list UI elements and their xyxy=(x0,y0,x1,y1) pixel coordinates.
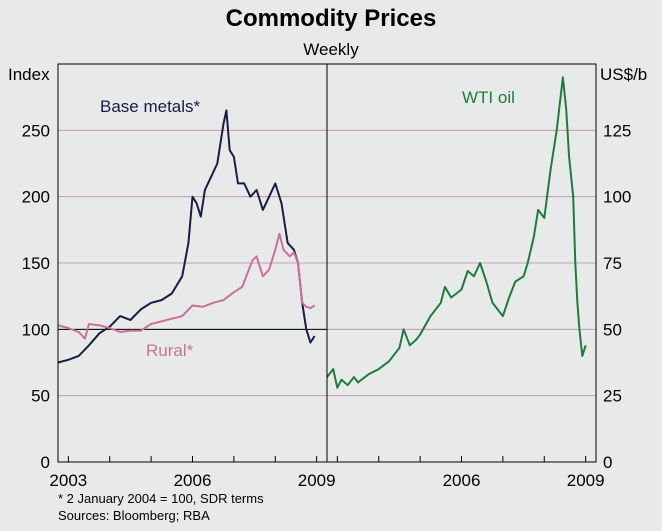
rural-series-line xyxy=(57,232,316,340)
right-y-tick-label: 50 xyxy=(603,320,622,339)
footnote-definition: * 2 January 2004 = 100, SDR terms xyxy=(58,491,264,506)
left-axis-unit-label: Index xyxy=(8,65,50,84)
footnote-sources: Sources: Bloomberg; RBA xyxy=(58,508,210,523)
left-y-tick-label: 0 xyxy=(41,453,50,472)
wti-oil-label: WTI oil xyxy=(462,88,515,107)
right-axis-unit-label: US$/b xyxy=(600,65,647,84)
left-x-tick-label: 2003 xyxy=(49,471,87,490)
rural-label: Rural* xyxy=(146,341,194,360)
chart-title: Commodity Prices xyxy=(226,5,437,32)
right-y-tick-label: 25 xyxy=(603,387,622,406)
series-layer xyxy=(57,76,587,389)
left-y-tick-label: 250 xyxy=(22,121,50,140)
left-x-tick-label: 2009 xyxy=(298,471,336,490)
right-y-tick-label: 0 xyxy=(603,453,612,472)
base-metals-label: Base metals* xyxy=(100,97,201,116)
left-y-tick-label: 150 xyxy=(22,254,50,273)
wti-oil-series-line xyxy=(326,76,587,389)
left-x-tick-label: 2006 xyxy=(174,471,212,490)
left-y-tick-label: 100 xyxy=(22,320,50,339)
right-y-tick-label: 125 xyxy=(603,121,631,140)
right-x-tick-label: 2009 xyxy=(567,471,605,490)
right-y-tick-label: 75 xyxy=(603,254,622,273)
right-x-tick-label: 2006 xyxy=(443,471,481,490)
left-y-tick-label: 50 xyxy=(31,387,50,406)
left-y-tick-label: 200 xyxy=(22,188,50,207)
right-y-tick-label: 100 xyxy=(603,188,631,207)
chart-subtitle: Weekly xyxy=(303,40,359,59)
tick-labels: 0 50 100 150 200 250 0 25 50 75 100 125 2003 2006 2009… xyxy=(22,121,632,490)
base-metals-series-line xyxy=(57,109,316,364)
